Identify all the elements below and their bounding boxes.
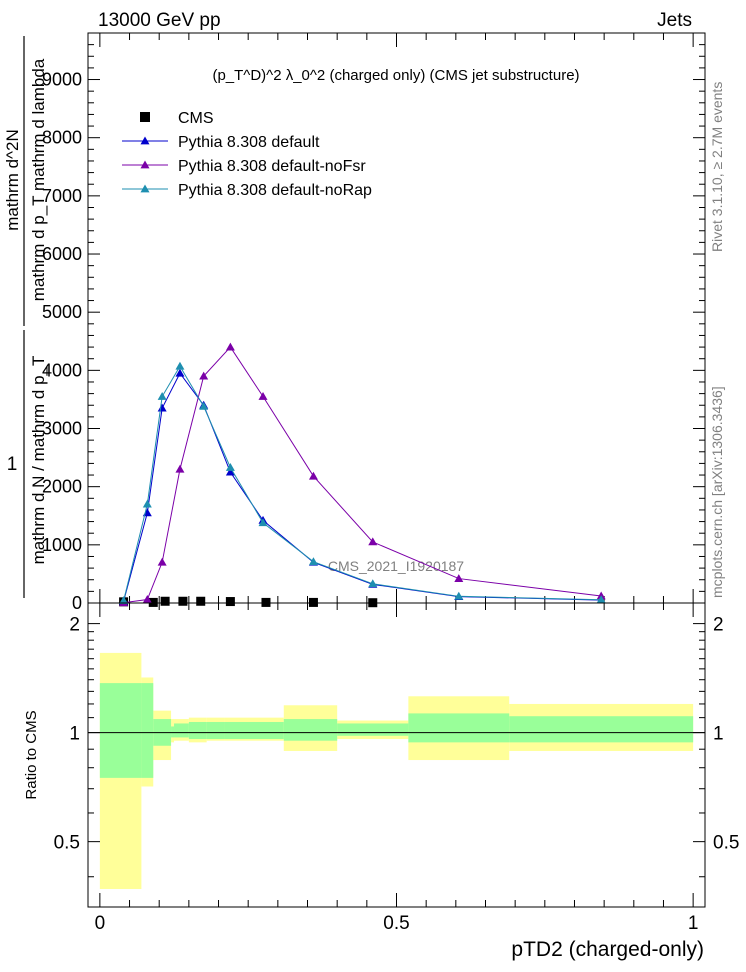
legend-marker <box>140 184 150 193</box>
ratio-axis-ticks: 0.5 0.5 1 1 2 2 0 0.5 1 <box>54 603 739 934</box>
y-label-rhs-denominator: mathrm d p_T mathrm d lambda <box>29 58 48 301</box>
series-marker <box>157 557 167 566</box>
ratio-plot-frame <box>87 602 706 908</box>
main-axis-ticks: 0 1000 2000 3000 4000 5000 6000 7000 8000 9000 <box>42 32 705 613</box>
main-y-axis-label: mathrm d^2N mathrm d p_T mathrm d lambda… <box>3 36 48 598</box>
data-point <box>160 596 170 606</box>
series-marker <box>368 537 378 546</box>
legend: CMS Pythia 8.308 default Pythia 8.308 defa… <box>122 110 372 199</box>
x-tick-label: 0.5 <box>383 913 409 934</box>
series-marker <box>596 595 606 604</box>
y-tick-label: 7000 <box>42 186 82 206</box>
series-marker <box>157 392 167 400</box>
y-tick-label: 2000 <box>42 477 82 497</box>
series-marker <box>225 462 235 471</box>
y-tick-label: 1000 <box>42 535 82 555</box>
y-tick-label: 8000 <box>42 128 82 148</box>
ratio-y-tick-label: 0.5 <box>54 833 80 854</box>
y-tick-label: 5000 <box>42 302 82 322</box>
data-point <box>196 596 206 606</box>
series-marker <box>119 596 129 605</box>
y-label-numerator: 1 <box>7 454 18 475</box>
series-marker <box>157 403 167 412</box>
analysis-watermark: CMS_2021_I1920187 <box>328 558 464 574</box>
ratio-y-tick-label-right: 2 <box>713 615 724 636</box>
legend-label: CMS <box>178 110 214 127</box>
legend-label: Pythia 8.308 default <box>178 134 320 151</box>
legend-label: Pythia 8.308 default-noFsr <box>178 158 366 175</box>
series-marker <box>199 401 209 410</box>
inner-band-bin <box>188 721 207 740</box>
main-plot-title: (p_T^D)^2 λ_0^2 (charged only) (CMS jet … <box>212 67 579 84</box>
rivet-version-label: Rivet 3.1.10, ≥ 2.7M events <box>709 82 725 252</box>
inner-band-bin <box>171 726 175 738</box>
ratio-plot-panel: 0.5 0.5 1 1 2 2 0 0.5 1 Ratio to CMS pTD2 (charg… <box>23 602 739 961</box>
series-marker <box>225 342 235 351</box>
x-axis-label: pTD2 (charged-only) <box>511 938 704 961</box>
inner-band-bin <box>206 721 225 740</box>
y-label-rhs-numerator: mathrm d^2N <box>3 129 22 231</box>
y-tick-label: 6000 <box>42 244 82 264</box>
main-plot-panel: 0 1000 2000 3000 4000 5000 6000 7000 8000 9000 (p… <box>42 32 706 613</box>
legend-label: Pythia 8.308 default-noRap <box>178 182 372 199</box>
series-marker <box>225 467 235 476</box>
inner-band-bin <box>408 713 510 743</box>
x-tick-label: 0 <box>95 913 106 934</box>
x-tick-label: 1 <box>688 913 699 934</box>
inner-band-bin <box>224 721 284 740</box>
data-point <box>261 597 271 607</box>
data-point <box>225 597 235 607</box>
series-3 <box>119 361 606 605</box>
inner-band-bin <box>141 683 154 778</box>
ratio-y-tick-label: 1 <box>69 724 80 745</box>
legend-marker <box>140 160 150 169</box>
series-marker <box>454 574 464 582</box>
legend-item: Pythia 8.308 default-noFsr <box>122 158 366 175</box>
legend-marker <box>140 136 150 145</box>
header-energy-label: 13000 GeV pp <box>98 10 221 31</box>
y-tick-label: 4000 <box>42 360 82 380</box>
series-marker <box>142 595 152 603</box>
series-marker <box>308 557 318 566</box>
y-tick-label: 0 <box>72 593 82 613</box>
series-marker <box>308 471 318 480</box>
ratio-uncertainty-bands <box>99 652 694 890</box>
legend-item: Pythia 8.308 default <box>122 134 320 151</box>
inner-band-bin <box>509 716 694 743</box>
legend-item: CMS <box>140 110 214 127</box>
ratio-y-tick-label-right: 0.5 <box>713 833 739 854</box>
series-marker <box>142 499 152 508</box>
ratio-y-axis-label: Ratio to CMS <box>23 710 40 799</box>
ratio-y-tick-label: 2 <box>69 615 80 636</box>
series-marker <box>199 371 209 380</box>
y-tick-label: 9000 <box>42 70 82 90</box>
series-marker <box>175 464 185 473</box>
y-tick-label: 3000 <box>42 419 82 439</box>
series-marker <box>258 518 268 527</box>
data-point <box>178 596 188 606</box>
y-label-denominator: mathrm d N / mathrm d p_T <box>29 356 48 565</box>
inner-band-bin <box>337 723 409 736</box>
series-marker <box>258 392 268 400</box>
legend-marker <box>140 112 150 122</box>
mcplots-label: mcplots.cern.ch [arXiv:1306.3436] <box>709 386 725 598</box>
legend-item: Pythia 8.308 default-noRap <box>122 182 372 199</box>
data-point <box>308 597 318 607</box>
series-2 <box>119 342 606 607</box>
inner-band-bin <box>99 683 142 778</box>
inner-band-bin <box>174 723 189 738</box>
series-marker <box>454 591 464 600</box>
series-marker <box>175 368 185 377</box>
inner-band-bin <box>283 719 338 741</box>
header-process-label: Jets <box>657 10 692 31</box>
series-marker <box>175 361 185 370</box>
ratio-y-tick-label-right: 1 <box>713 724 724 745</box>
series-marker <box>368 579 378 588</box>
data-point <box>148 597 158 607</box>
